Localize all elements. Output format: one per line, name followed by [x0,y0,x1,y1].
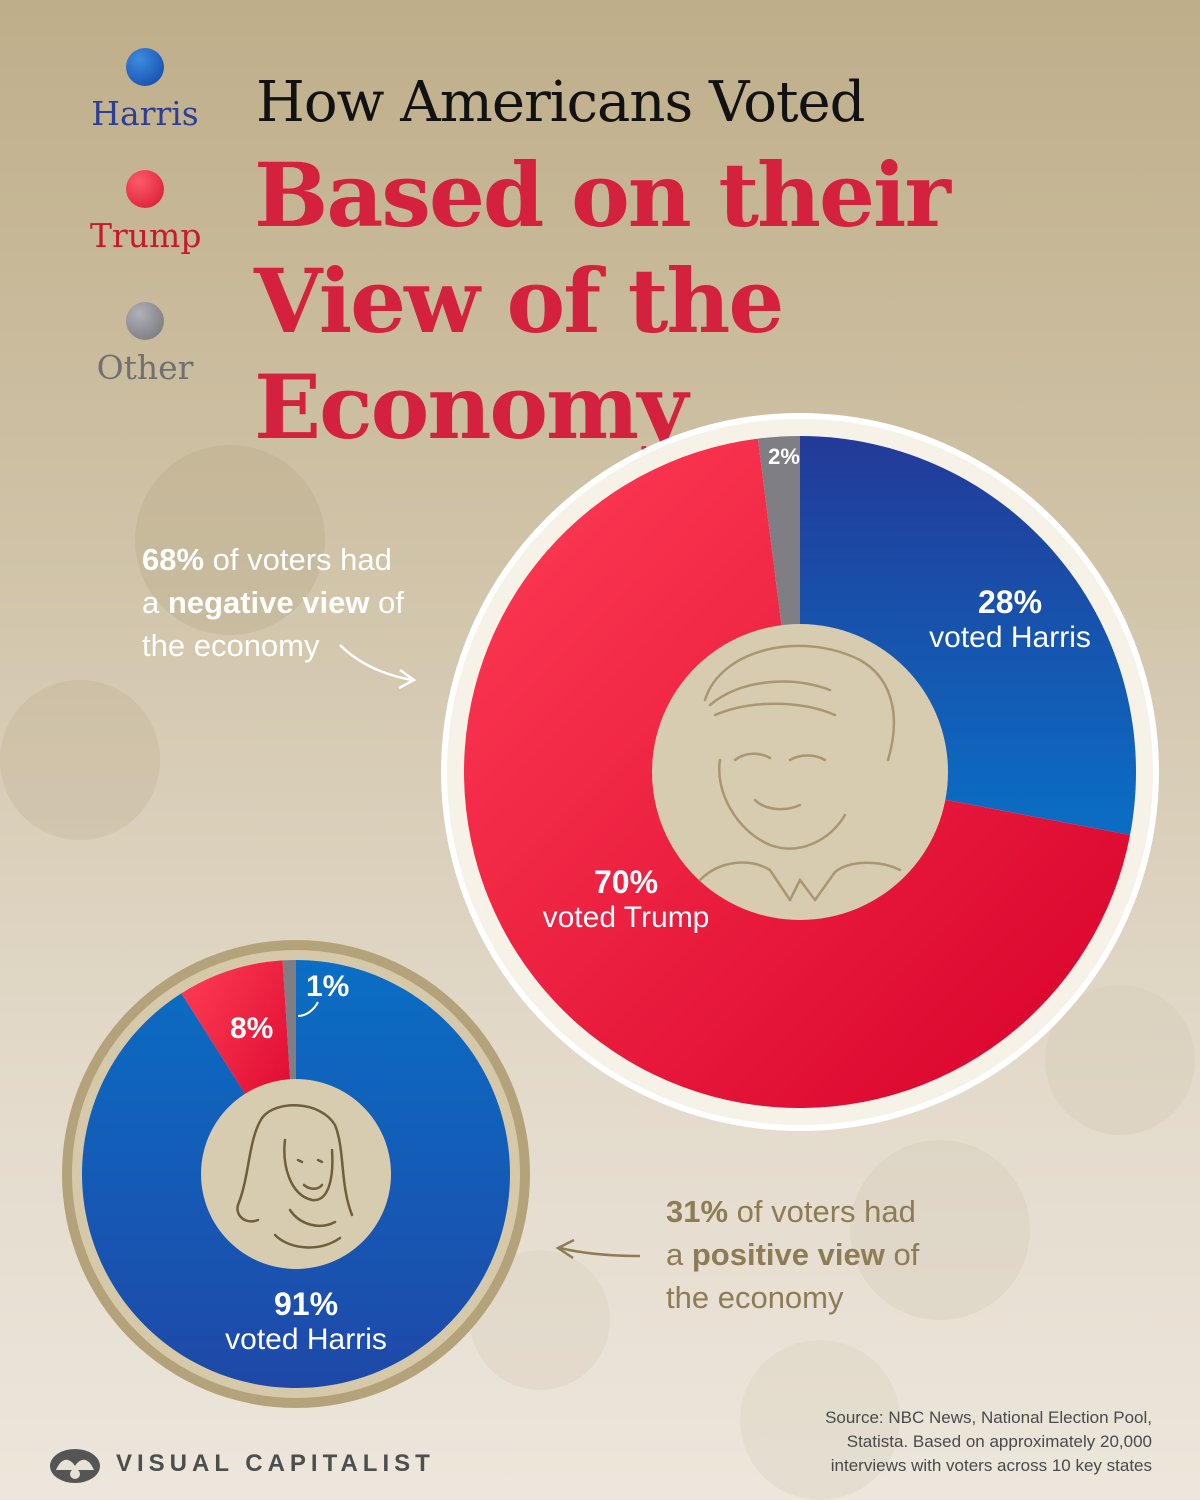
source-line: Statista. Based on approximately 20,000 [846,1432,1152,1451]
big-trump-sublabel: voted Trump [542,901,710,934]
legend-dot-other [126,302,164,340]
annotation-text: of [884,1237,920,1272]
title-line-1: How Americans Voted [256,70,866,135]
negative-annotation-arrow [339,644,413,682]
big-harris-pct: 28% [977,584,1043,620]
one-percent-leader [297,1001,319,1017]
source-line: Source: NBC News, National Election Pool… [825,1408,1152,1427]
positive-view-bold: positive view [691,1237,885,1272]
annotation-text: a [142,585,168,620]
source-note: Source: NBC News, National Election Pool… [822,1406,1152,1478]
big-other-pct: 2% [768,444,800,469]
small-trump-pct: 8% [230,1012,274,1045]
legend-item-harris: Harris [90,48,200,134]
trump-portrait-icon [698,644,902,902]
source-line: interviews with voters across 10 key sta… [830,1456,1152,1475]
brand-name: VISUAL CAPITALIST [116,1450,435,1477]
annotation-text: of [369,585,404,620]
big-harris-sublabel: voted Harris [929,621,1091,654]
negative-view-share: 68% [142,542,205,577]
brand-logo: VISUAL CAPITALIST [48,1436,435,1492]
small-harris-pct: 91% [273,1286,339,1322]
big-trump-pct: 70% [593,864,659,900]
annotation-text: the economy [666,1280,844,1315]
legend-dot-harris [126,48,164,86]
negative-view-annotation: 68% of voters had a negative view of the… [142,538,432,667]
small-harris-label: 91% voted Harris [206,1286,406,1358]
negative-view-bold: negative view [167,585,370,620]
positive-annotation-arrow [559,1246,641,1258]
legend-label-harris: Harris [91,94,199,133]
legend-dot-trump [126,170,164,208]
harris-portrait-icon [236,1104,354,1249]
positive-view-share: 31% [666,1194,729,1229]
annotation-text: a [666,1237,692,1272]
big-other-label: 2% [764,444,804,470]
small-harris-sublabel: voted Harris [225,1323,387,1356]
visual-capitalist-logo-icon [50,1449,100,1483]
title-line-2: Based on their View of the Economy [254,143,951,459]
annotation-text: the economy [142,628,320,663]
big-trump-label: 70% voted Trump [536,864,716,936]
big-harris-label: 28% voted Harris [920,584,1100,656]
annotation-text: of voters had [728,1194,916,1229]
annotation-text: of voters had [204,542,392,577]
legend-item-other: Other [90,302,200,388]
legend-label-trump: Trump [90,216,202,255]
big-donut-hole [652,624,948,920]
positive-view-annotation: 31% of voters had a positive view of the… [666,1190,956,1319]
legend-item-trump: Trump [90,170,202,256]
small-donut-hole [201,1079,391,1269]
legend-label-other: Other [96,348,194,387]
small-other-pct: 1% [306,970,350,1003]
